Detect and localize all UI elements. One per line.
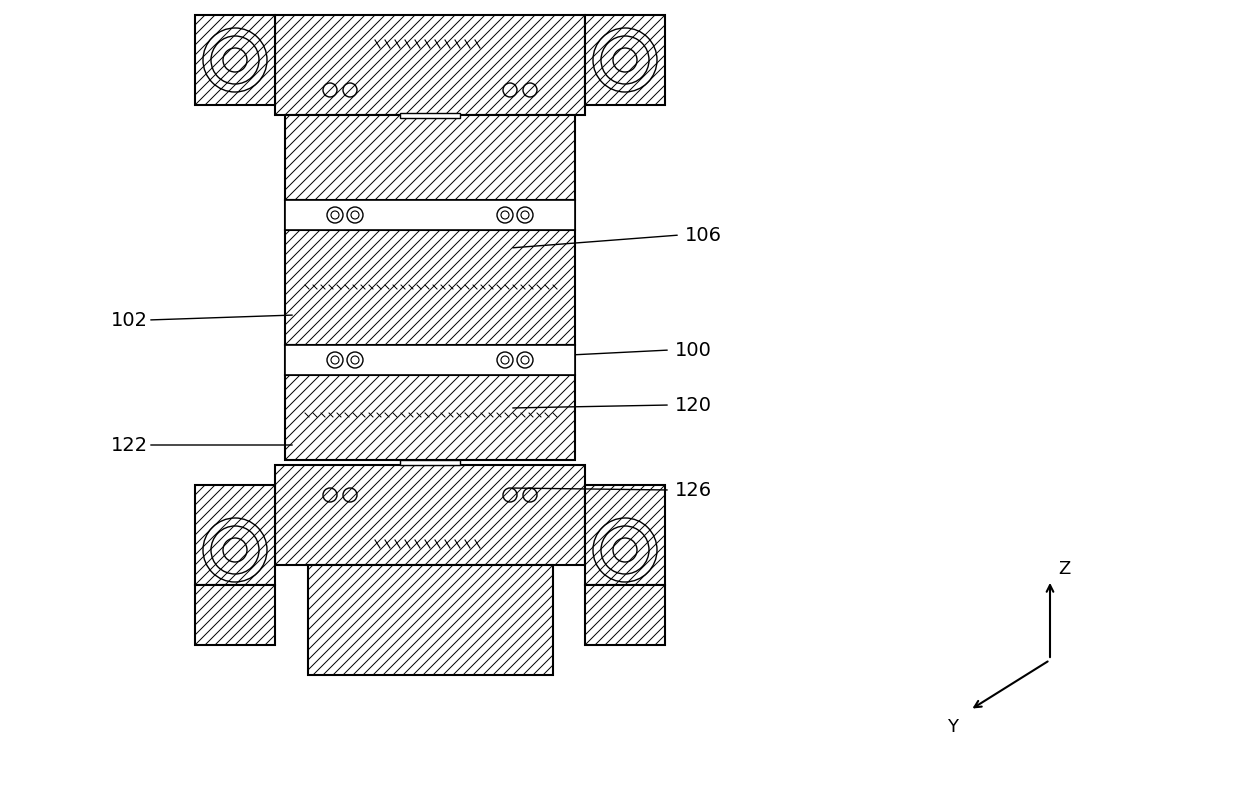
- Text: 100: 100: [675, 341, 712, 360]
- Bar: [285, 230, 575, 345]
- Bar: [308, 565, 553, 675]
- Text: 122: 122: [110, 436, 148, 455]
- Bar: [195, 585, 275, 645]
- Bar: [195, 485, 275, 585]
- Text: Z: Z: [1058, 560, 1070, 578]
- Bar: [285, 345, 305, 375]
- Text: 106: 106: [684, 226, 722, 245]
- Text: 102: 102: [112, 310, 148, 329]
- Bar: [285, 345, 575, 375]
- Bar: [285, 200, 575, 230]
- Text: 126: 126: [675, 481, 712, 500]
- Bar: [285, 200, 305, 230]
- Bar: [401, 113, 460, 118]
- Text: 120: 120: [675, 395, 712, 414]
- Bar: [585, 485, 665, 585]
- Bar: [195, 15, 275, 105]
- Bar: [556, 345, 575, 375]
- Bar: [275, 15, 585, 115]
- Bar: [285, 115, 575, 200]
- Bar: [275, 465, 585, 565]
- Bar: [401, 460, 460, 465]
- Bar: [585, 585, 665, 645]
- Text: Y: Y: [947, 718, 959, 736]
- Bar: [285, 375, 575, 460]
- Bar: [585, 15, 665, 105]
- Bar: [556, 200, 575, 230]
